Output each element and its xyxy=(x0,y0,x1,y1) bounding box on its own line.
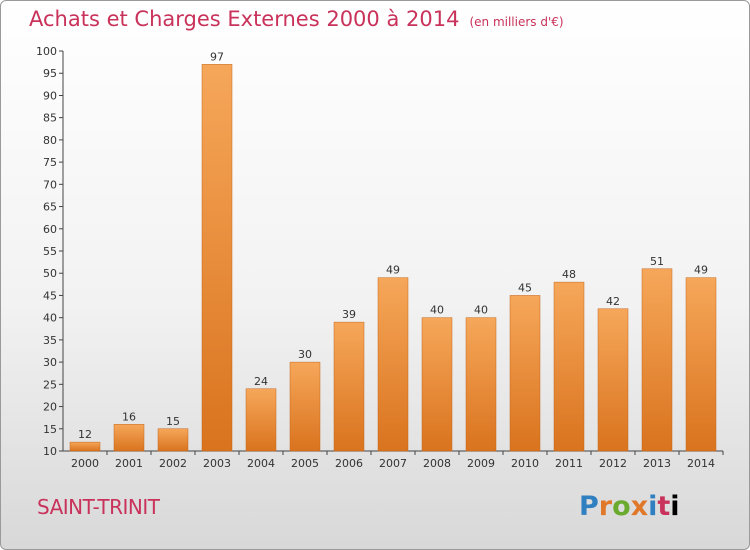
bar xyxy=(597,308,629,452)
bar-value-label: 49 xyxy=(694,264,708,277)
bar xyxy=(245,388,277,452)
bar xyxy=(641,268,673,452)
bar-value-label: 12 xyxy=(78,428,92,441)
y-tick-label: 50 xyxy=(43,267,57,280)
bar xyxy=(201,64,233,452)
y-axis: 10 15 20 25 30 35 40 45 50 55 60 65 70 75 80 85 90 95 100 xyxy=(36,45,64,458)
x-tick-label: 2009 xyxy=(467,457,495,470)
bar-value-label: 42 xyxy=(606,295,620,308)
y-tick-label: 35 xyxy=(43,334,57,347)
x-tick-label: 2008 xyxy=(423,457,451,470)
logo-letter: t xyxy=(657,491,671,522)
logo-letter: x xyxy=(630,491,649,522)
bar xyxy=(289,361,321,452)
y-tick-label: 30 xyxy=(43,356,57,369)
town-name: SAINT-TRINIT xyxy=(37,495,160,519)
bar xyxy=(421,317,453,452)
y-tick-label: 95 xyxy=(43,67,57,80)
y-tick-label: 55 xyxy=(43,245,57,258)
y-tick-label: 25 xyxy=(43,378,57,391)
x-tick-label: 2007 xyxy=(379,457,407,470)
bars: 12 16 15 97 24 30 39 49 40 40 45 48 42 51 49 xyxy=(69,50,717,452)
bar-value-label: 39 xyxy=(342,308,356,321)
x-tick-label: 2005 xyxy=(291,457,319,470)
y-tick-label: 90 xyxy=(43,89,57,102)
bar-value-label: 40 xyxy=(430,304,444,317)
y-tick-label: 10 xyxy=(43,445,57,458)
y-tick-label: 75 xyxy=(43,156,57,169)
x-tick-label: 2002 xyxy=(159,457,187,470)
bar-value-label: 45 xyxy=(518,281,532,294)
chart-title-text: Achats et Charges Externes 2000 à 2014 xyxy=(29,7,460,31)
logo-letter: P xyxy=(579,491,599,522)
bar-value-label: 24 xyxy=(254,375,268,388)
bar-value-label: 15 xyxy=(166,415,180,428)
x-tick-label: 2000 xyxy=(71,457,99,470)
bar xyxy=(553,281,585,452)
logo-letter: o xyxy=(612,491,631,522)
bar xyxy=(377,277,409,452)
bar xyxy=(509,295,541,452)
y-tick-label: 100 xyxy=(36,45,57,58)
x-tick-label: 2011 xyxy=(555,457,583,470)
chart-subtitle: (en milliers d'€) xyxy=(469,15,564,29)
bar-value-label: 16 xyxy=(122,410,136,423)
x-axis: 2000 2001 2002 2003 2004 2005 2006 2007 2008 2009… xyxy=(63,450,724,470)
x-tick-label: 2003 xyxy=(203,457,231,470)
bar-value-label: 51 xyxy=(650,255,664,268)
y-tick-label: 85 xyxy=(43,112,57,125)
bar-value-label: 97 xyxy=(210,50,224,63)
x-tick-label: 2014 xyxy=(687,457,715,470)
y-tick-label: 20 xyxy=(43,401,57,414)
x-tick-label: 2010 xyxy=(511,457,539,470)
chart-title: Achats et Charges Externes 2000 à 2014 (e… xyxy=(29,7,564,31)
x-tick-label: 2004 xyxy=(247,457,275,470)
y-tick-label: 60 xyxy=(43,223,57,236)
logo-letter: i xyxy=(670,491,680,522)
bar-value-label: 49 xyxy=(386,264,400,277)
y-tick-label: 45 xyxy=(43,289,57,302)
x-tick-label: 2001 xyxy=(115,457,143,470)
bar-value-label: 30 xyxy=(298,348,312,361)
bar xyxy=(69,441,101,452)
bar-value-label: 40 xyxy=(474,304,488,317)
bar xyxy=(685,277,717,452)
x-tick-label: 2006 xyxy=(335,457,363,470)
y-tick-label: 70 xyxy=(43,178,57,191)
bar xyxy=(157,428,189,452)
x-tick-label: 2013 xyxy=(643,457,671,470)
y-tick-label: 65 xyxy=(43,201,57,214)
logo-letter: i xyxy=(648,491,658,522)
proxiti-logo: Proxiti xyxy=(579,491,680,522)
bar xyxy=(113,424,145,452)
bar-value-label: 48 xyxy=(562,268,576,281)
logo-letter: r xyxy=(598,491,613,522)
bar xyxy=(333,321,365,452)
bar xyxy=(465,317,497,452)
y-tick-label: 40 xyxy=(43,312,57,325)
y-tick-label: 80 xyxy=(43,134,57,147)
x-tick-label: 2012 xyxy=(599,457,627,470)
y-tick-label: 15 xyxy=(43,423,57,436)
